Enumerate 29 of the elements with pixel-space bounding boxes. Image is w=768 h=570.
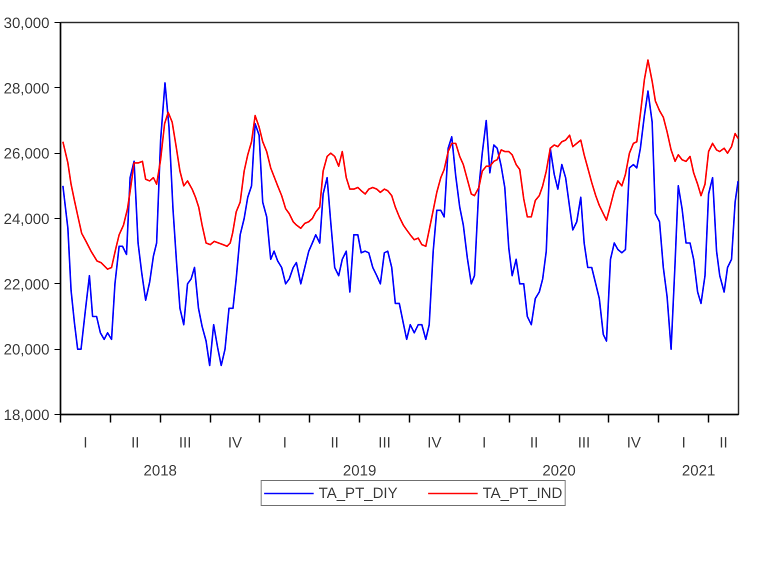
text: I [83, 434, 88, 452]
x-tick-label: 2020 [542, 462, 576, 480]
y-tick-label: 28,000 [4, 80, 50, 98]
text: IV [427, 434, 442, 452]
y-tick-label: 18,000 [4, 407, 50, 424]
y-tick-label: 26,000 [4, 146, 50, 163]
y-tick-label: 30,000 [4, 15, 50, 32]
x-tick-label: 2019 [342, 462, 376, 480]
legend-label: TA_PT_IND [482, 484, 562, 502]
x-tick-label: 2021 [682, 462, 716, 480]
text: II [330, 434, 339, 452]
y-tick-label: 22,000 [4, 276, 50, 294]
text: III [178, 434, 192, 452]
text: III [378, 434, 391, 452]
text: I [482, 434, 486, 452]
line-series [62, 59, 738, 270]
text: III [578, 434, 590, 452]
text: II [530, 434, 538, 452]
text: IV [228, 434, 242, 452]
text: II [131, 434, 140, 452]
y-tick-label: 24,000 [4, 211, 50, 228]
legend-label: TA_PT_DIY [318, 484, 398, 502]
text: I [282, 434, 287, 452]
y-tick-label: 20,000 [4, 342, 50, 359]
x-tick-label: 2018 [144, 462, 177, 480]
line-series [62, 82, 738, 366]
text: IV [626, 434, 641, 452]
text: II [719, 434, 728, 452]
text: I [682, 434, 686, 452]
